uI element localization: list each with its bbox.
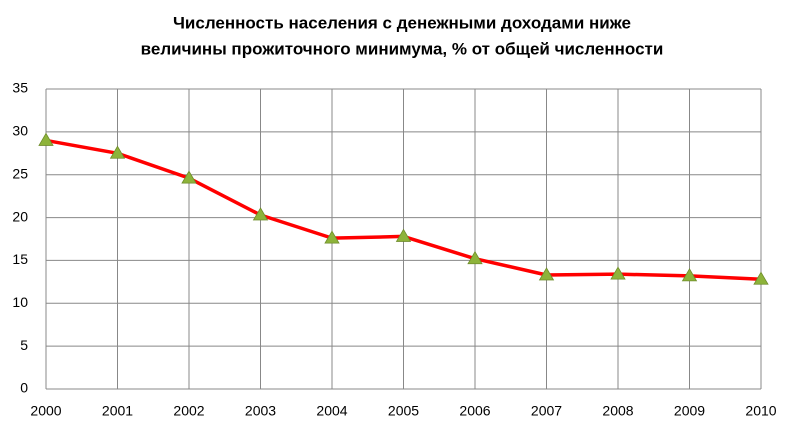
marker: [109, 145, 126, 159]
marker: [181, 170, 197, 184]
x-tick-label: 2003: [245, 403, 276, 419]
y-tick-label: 20: [12, 208, 28, 224]
x-tick-label: 2005: [388, 403, 419, 419]
chart-title: Численность населения с денежными дохода…: [173, 13, 631, 32]
y-tick-label: 5: [20, 337, 28, 353]
y-tick-label: 0: [20, 380, 28, 396]
x-tick-label: 2007: [531, 403, 562, 419]
y-tick-label: 15: [12, 251, 28, 267]
marker: [324, 230, 340, 244]
marker: [610, 266, 626, 280]
y-tick-label: 25: [12, 165, 28, 181]
marker: [538, 267, 555, 281]
marker: [681, 268, 698, 282]
y-tick-label: 35: [12, 80, 28, 96]
x-tick-label: 2010: [745, 403, 776, 419]
marker: [38, 132, 54, 146]
chart-title: величины прожиточного минимума, % от общ…: [141, 39, 664, 58]
x-tick-label: 2008: [602, 403, 633, 419]
x-tick-label: 2006: [459, 403, 490, 419]
marker: [467, 250, 483, 265]
marker: [753, 271, 769, 285]
x-tick-label: 2002: [173, 403, 204, 419]
x-tick-label: 2004: [316, 403, 347, 419]
x-tick-label: 2009: [674, 403, 705, 419]
marker: [395, 228, 412, 242]
x-tick-label: 2000: [30, 403, 61, 419]
x-tick-label: 2001: [102, 403, 133, 419]
y-tick-label: 30: [12, 123, 28, 139]
marker: [252, 207, 269, 221]
y-tick-label: 10: [12, 294, 28, 310]
